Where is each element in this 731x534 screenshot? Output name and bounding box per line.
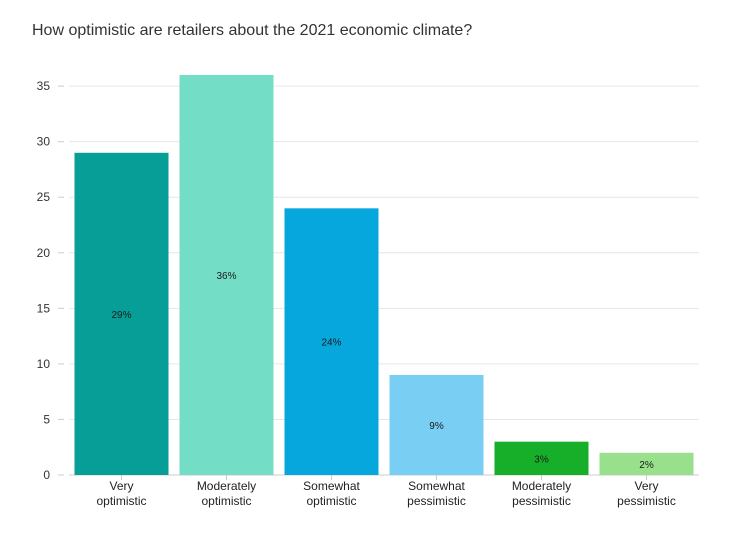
y-tick-label: 35 — [37, 79, 51, 93]
x-tick-label: pessimistic — [617, 494, 676, 508]
bar[interactable] — [179, 75, 274, 475]
data-labels: 29% 36% 24% 9% 3% 2% — [111, 271, 653, 471]
y-tick-label: 10 — [37, 357, 51, 371]
y-tick-label: 25 — [37, 190, 51, 204]
y-tick-label: 30 — [37, 135, 51, 149]
data-label: 24% — [321, 338, 341, 349]
x-tick-label: Moderately — [197, 479, 256, 493]
y-tick-label: 20 — [37, 246, 51, 260]
y-tick-label: 5 — [43, 412, 50, 426]
x-tick-label: optimistic — [201, 494, 251, 508]
data-label: 29% — [111, 310, 131, 321]
x-tick-label: Somewhat — [408, 479, 465, 493]
x-tick-label: Very — [109, 479, 133, 493]
bar[interactable] — [74, 152, 169, 475]
x-tick-label: optimistic — [96, 494, 146, 508]
y-axis: 0 5 10 15 20 25 30 35 — [37, 79, 64, 482]
x-tick-label: pessimistic — [407, 494, 466, 508]
x-tick-label: Somewhat — [303, 479, 360, 493]
x-tick-label: Moderately — [512, 479, 571, 493]
chart-title: How optimistic are retailers about the 2… — [32, 22, 473, 39]
data-label: 2% — [639, 460, 654, 471]
data-label: 3% — [534, 454, 549, 465]
bars — [74, 75, 694, 476]
data-label: 36% — [216, 271, 236, 282]
x-tick-label: Very — [634, 479, 658, 493]
bar[interactable] — [599, 452, 694, 475]
x-tick-label: pessimistic — [512, 494, 571, 508]
bar[interactable] — [389, 375, 484, 475]
bar[interactable] — [284, 208, 379, 476]
x-tick-label: optimistic — [306, 494, 356, 508]
y-tick-label: 15 — [37, 301, 51, 315]
bar[interactable] — [494, 441, 589, 475]
data-label: 9% — [429, 421, 444, 432]
x-axis: VeryoptimisticModeratelyoptimisticSomewh… — [96, 475, 676, 508]
grid-lines — [69, 85, 699, 476]
y-tick-label: 0 — [43, 468, 50, 482]
